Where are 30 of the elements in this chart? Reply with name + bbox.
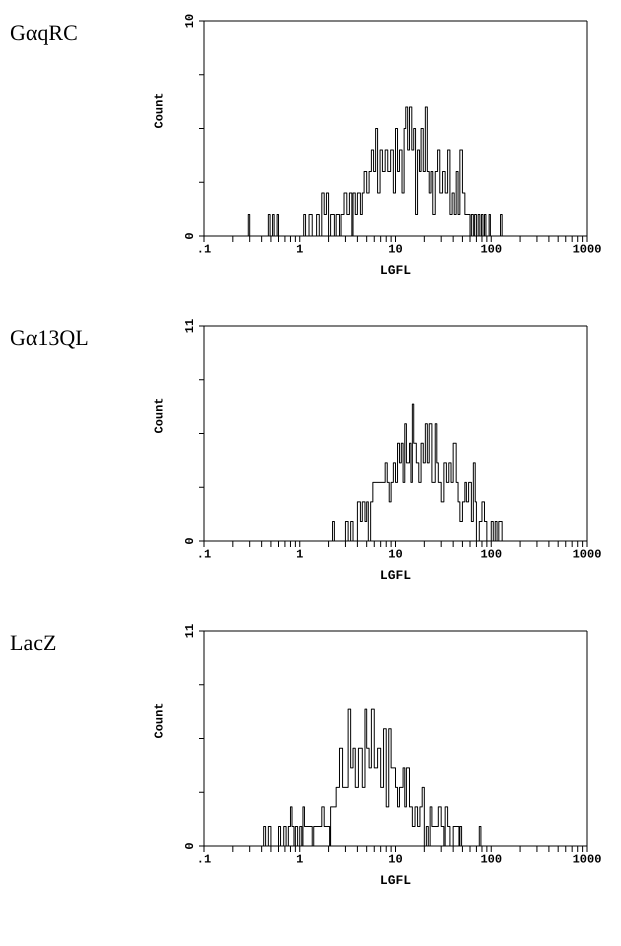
x-tick-label: 100 <box>480 548 502 562</box>
x-tick-label: .1 <box>196 852 212 867</box>
y-axis-title: Count <box>152 702 166 738</box>
x-tick-label: 1 <box>296 852 304 867</box>
x-tick-label: 1 <box>296 548 304 562</box>
y-tick-label: 10 <box>183 14 197 28</box>
y-axis-title: Count <box>152 397 166 434</box>
chart-title: Gα13QL <box>10 325 89 350</box>
x-tick-label: 1000 <box>572 852 602 867</box>
x-tick-label: .1 <box>196 242 212 257</box>
x-tick-label: 1000 <box>572 242 602 257</box>
x-tick-label: 100 <box>480 242 502 257</box>
x-tick-label: .1 <box>196 548 212 562</box>
y-tick-label: 0 <box>183 537 197 545</box>
y-axis-title: Count <box>152 92 166 128</box>
x-tick-label: 100 <box>480 852 502 867</box>
x-axis-title: LGFL <box>380 873 412 888</box>
chart-title: GαqRC <box>10 20 78 45</box>
y-tick-label: 11 <box>183 318 197 334</box>
chart-title: LacZ <box>10 630 56 655</box>
x-axis-title: LGFL <box>380 263 412 278</box>
y-tick-label: 0 <box>183 232 197 240</box>
x-tick-label: 10 <box>388 242 403 257</box>
x-tick-label: 1 <box>296 242 304 257</box>
y-tick-label: 0 <box>183 842 197 850</box>
x-tick-label: 10 <box>388 852 403 867</box>
y-tick-label: 11 <box>183 624 197 638</box>
x-tick-label: 1000 <box>572 548 602 562</box>
x-axis-title: LGFL <box>380 568 412 583</box>
x-tick-label: 10 <box>388 548 403 562</box>
